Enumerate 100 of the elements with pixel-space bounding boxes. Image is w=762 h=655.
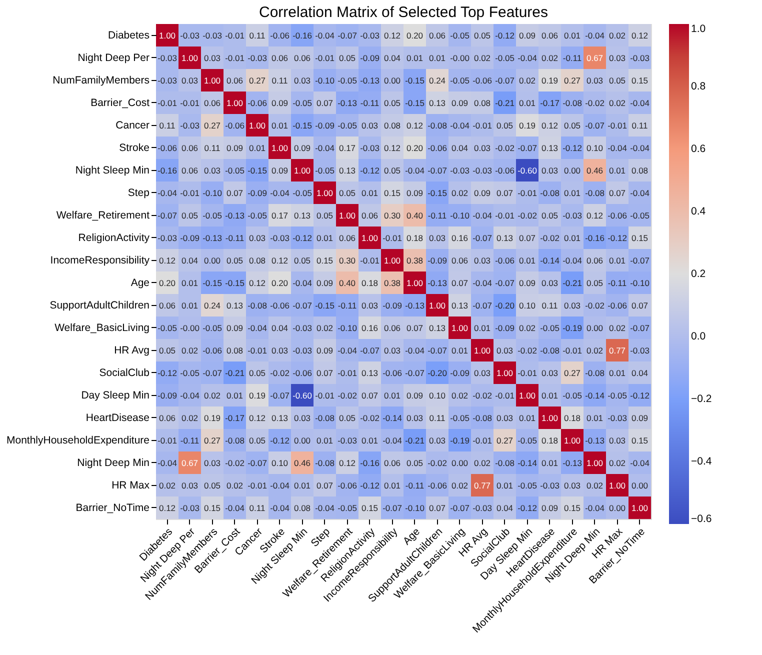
data-label: 0.01: [384, 480, 401, 490]
data-label: -0.04: [518, 52, 538, 63]
data-label: -0.01: [518, 188, 538, 198]
data-label: -0.11: [180, 435, 200, 446]
data-label: 0.05: [158, 345, 176, 356]
data-label: 1.00: [541, 412, 558, 423]
data-label: -0.07: [428, 165, 448, 176]
data-label: -0.06: [608, 210, 628, 220]
data-label: 1.00: [271, 142, 288, 153]
data-label: 0.05: [496, 120, 514, 130]
data-label: -0.19: [562, 322, 582, 333]
data-label: 0.30: [338, 255, 356, 266]
data-label: 0.15: [631, 435, 648, 446]
data-label: 0.12: [248, 278, 266, 288]
data-label: 0.05: [248, 368, 266, 378]
data-label: 0.03: [496, 412, 514, 423]
data-label: -0.04: [562, 255, 582, 266]
data-label: -0.02: [225, 458, 245, 468]
data-label: -0.07: [472, 232, 492, 243]
data-label: -0.07: [202, 368, 222, 378]
color-bar-label: 0.6: [691, 143, 706, 155]
data-label: -0.01: [315, 52, 335, 63]
data-label: 0.09: [406, 390, 424, 400]
data-label: 0.09: [518, 278, 536, 288]
data-label: 0.06: [541, 30, 558, 40]
data-label: 0.02: [608, 322, 626, 333]
data-label: 0.18: [541, 435, 558, 446]
data-label: -0.01: [225, 30, 245, 40]
data-label: 0.06: [204, 98, 221, 108]
data-label: 0.01: [518, 412, 536, 423]
data-label: -0.02: [338, 390, 358, 400]
data-label: 0.18: [564, 412, 581, 423]
data-label: -0.01: [360, 255, 380, 266]
data-label: 0.09: [518, 30, 536, 40]
data-label: 0.12: [384, 142, 401, 153]
data-label: 0.03: [204, 52, 221, 63]
data-label: -0.05: [450, 75, 470, 86]
data-label: -0.19: [450, 435, 470, 446]
data-label: 1.00: [204, 75, 221, 86]
y-tick-label: Welfare_Retirement: [56, 209, 150, 222]
data-label: -0.02: [518, 210, 538, 220]
data-label: -0.06: [495, 255, 515, 266]
data-label: 0.13: [496, 232, 514, 243]
data-label: -0.17: [540, 98, 560, 108]
data-label: 0.19: [248, 390, 266, 400]
data-label: 0.08: [631, 165, 648, 176]
data-label: 0.07: [608, 188, 626, 198]
data-label: -0.06: [225, 120, 245, 130]
data-label: 0.02: [586, 480, 604, 490]
data-label: 0.16: [451, 232, 468, 243]
data-label: -0.60: [292, 390, 312, 400]
data-label: -0.05: [338, 120, 358, 130]
data-label: -0.07: [495, 278, 515, 288]
data-label: 0.03: [294, 412, 311, 423]
data-label: 0.03: [428, 435, 446, 446]
data-label: -0.11: [405, 480, 424, 490]
data-label: -0.16: [360, 458, 380, 468]
data-label: -0.01: [495, 210, 515, 220]
data-label: 0.01: [248, 142, 266, 153]
data-label: -0.04: [585, 30, 605, 40]
data-label: -0.13: [360, 75, 380, 86]
data-label: -0.05: [202, 322, 222, 333]
data-label: 0.12: [338, 458, 356, 468]
data-label: -0.06: [382, 368, 402, 378]
data-label: 0.13: [541, 142, 558, 153]
y-tick-label: ReligionActivity: [78, 232, 150, 244]
data-label: 0.01: [451, 345, 468, 356]
data-label: -0.08: [248, 300, 268, 310]
data-label: -0.06: [158, 142, 178, 153]
data-label: -0.05: [248, 210, 268, 220]
data-label: -0.16: [585, 232, 605, 243]
data-label: -0.02: [585, 300, 605, 310]
data-label: -0.04: [630, 142, 650, 153]
data-label: -0.01: [158, 98, 178, 108]
data-label: 0.20: [406, 142, 424, 153]
data-label: 1.00: [316, 188, 334, 198]
data-label: 0.01: [608, 165, 626, 176]
data-label: 0.09: [631, 412, 648, 423]
data-label: -0.04: [338, 345, 358, 356]
data-label: 0.06: [158, 300, 176, 310]
data-label: -0.01: [472, 120, 492, 130]
y-tick-label: Stroke: [119, 142, 150, 154]
data-label: 0.27: [204, 120, 221, 130]
data-label: -0.03: [360, 30, 380, 40]
data-label: -0.05: [225, 165, 245, 176]
data-label: -0.10: [405, 502, 425, 513]
data-label: 0.01: [518, 98, 536, 108]
data-label: -0.04: [608, 142, 628, 153]
data-label: -0.01: [158, 435, 178, 446]
data-label: -0.01: [382, 232, 402, 243]
data-label: -0.05: [292, 98, 312, 108]
color-bar-label: 0.2: [691, 268, 706, 280]
data-label: 0.02: [451, 480, 468, 490]
data-label: -0.15: [225, 278, 245, 288]
data-label: 0.01: [518, 255, 536, 266]
y-tick-label: IncomeResponsibility: [50, 254, 150, 266]
data-label: 0.27: [564, 368, 581, 378]
data-label: 0.02: [608, 458, 626, 468]
data-label: -0.02: [472, 390, 492, 400]
data-label: 0.03: [474, 255, 491, 266]
